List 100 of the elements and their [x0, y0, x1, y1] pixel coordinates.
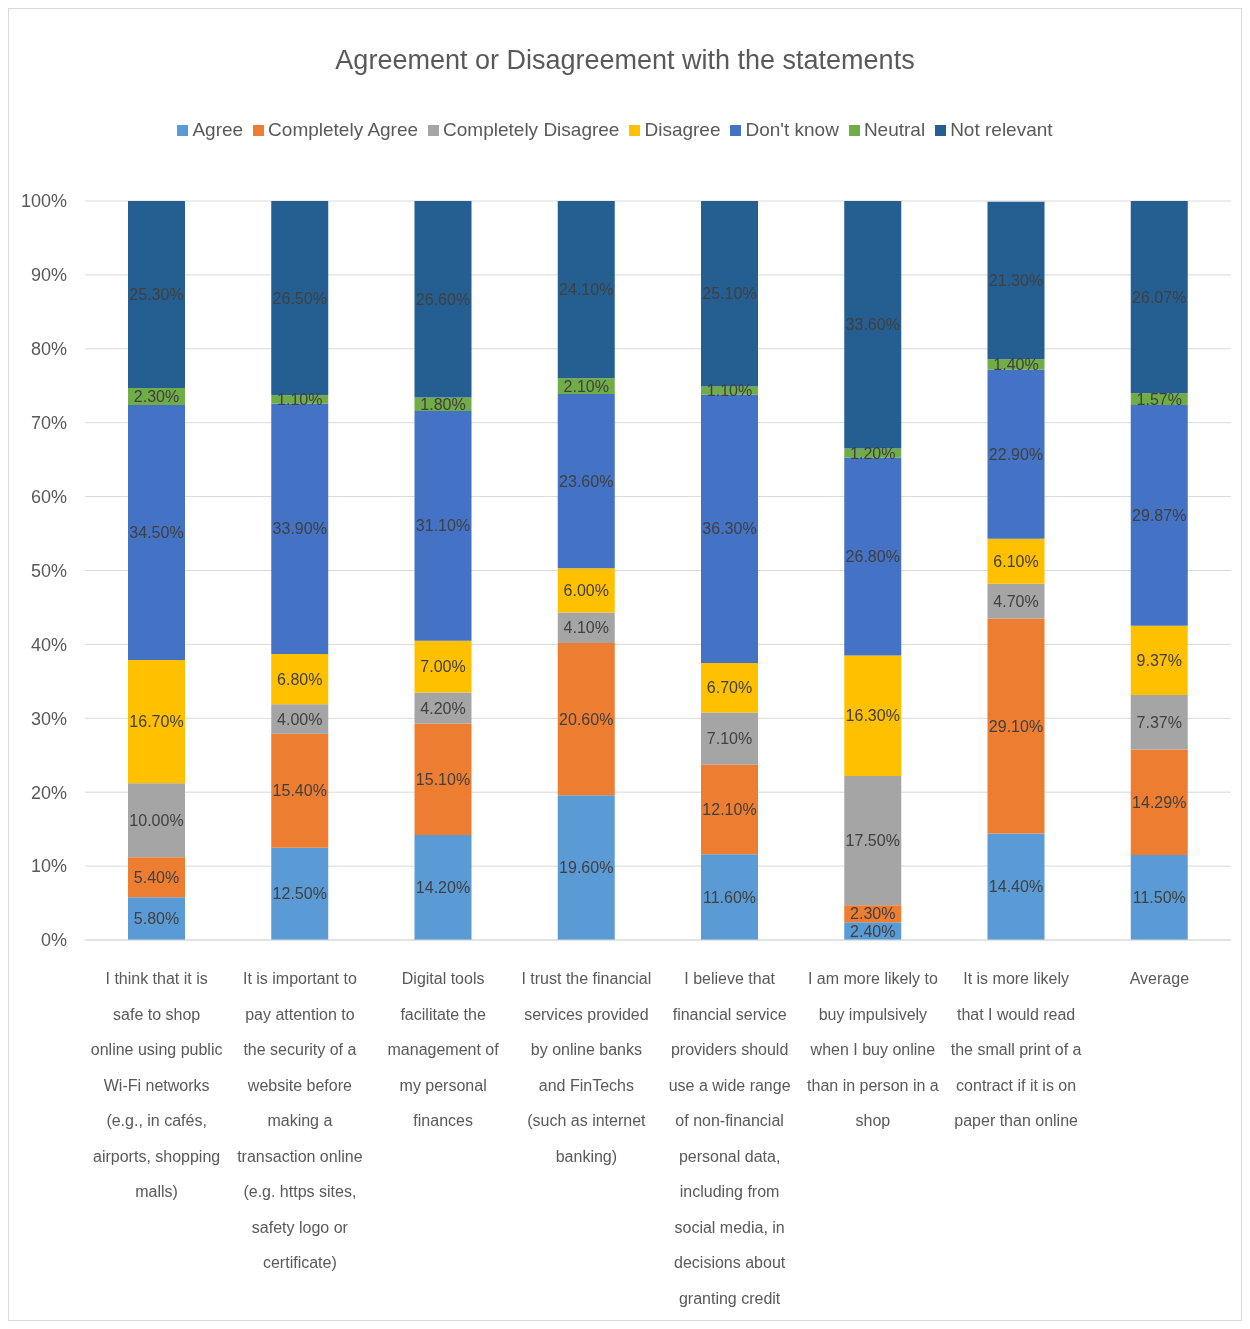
data-label: 7.10% [706, 730, 753, 748]
bar [844, 775, 902, 906]
bar [128, 404, 185, 660]
legend-label: Completely Agree [268, 119, 419, 140]
y-tick-label: 40% [30, 634, 67, 655]
legend-label: Agree [192, 119, 244, 140]
data-label: 25.10% [702, 285, 757, 303]
data-label: 2.30% [850, 905, 896, 923]
x-tick-label: I am more likely to buy impulsively when I buy online than in person in a shop [807, 970, 939, 1129]
y-tick-label: 60% [30, 486, 67, 507]
legend-label: Completely Disagree [443, 119, 620, 140]
bar [1130, 201, 1188, 394]
data-label: 16.70% [129, 713, 184, 731]
data-label: 1.80% [420, 395, 466, 413]
bar [271, 733, 329, 848]
data-label: 5.80% [133, 910, 180, 928]
data-label: 29.10% [988, 717, 1044, 735]
data-label: 17.50% [845, 832, 900, 850]
bar [414, 835, 472, 940]
bar [701, 764, 758, 855]
x-tick-label: I trust the financial services provided by online banks and FinTechs (such as internet banking) [521, 970, 652, 1165]
bar [128, 783, 185, 858]
bar [414, 410, 472, 641]
data-label: 36.30% [702, 520, 757, 538]
data-label: 4.00% [277, 710, 323, 728]
data-label: 1.57% [1136, 390, 1182, 408]
data-label: 11.60% [702, 888, 757, 906]
data-label: 7.00% [420, 658, 466, 676]
bar [414, 723, 472, 836]
bar [1130, 749, 1188, 856]
data-label: 2.30% [133, 388, 180, 406]
data-label: 4.10% [563, 619, 609, 637]
bar [701, 712, 758, 765]
legend-label: Not relevant [950, 119, 1053, 140]
data-label: 12.10% [702, 801, 757, 819]
data-label: 33.90% [272, 520, 327, 538]
bar [557, 201, 615, 379]
data-label: 19.60% [559, 859, 614, 877]
data-label: 15.40% [272, 782, 327, 800]
data-label: 7.37% [1136, 713, 1182, 731]
data-label: 5.40% [133, 868, 180, 886]
bar [987, 201, 1045, 360]
data-label: 2.40% [850, 922, 896, 940]
data-label: 15.10% [415, 770, 471, 788]
bar [1130, 694, 1188, 750]
bar [271, 403, 329, 655]
bar [1130, 404, 1188, 626]
data-label: 4.20% [420, 699, 466, 717]
y-tick-label: 0% [40, 930, 67, 951]
y-tick-label: 50% [30, 560, 67, 581]
chart-title: Agreement or Disagreement with the statements [335, 45, 915, 76]
bar [271, 847, 329, 940]
bar [844, 201, 902, 449]
data-label: 1.40% [993, 356, 1039, 373]
bar [128, 659, 185, 784]
data-label: 12.50% [272, 885, 327, 903]
y-tick-label: 20% [30, 782, 67, 803]
legend-label: Neutral [863, 119, 926, 140]
data-label: 4.70% [993, 592, 1039, 610]
data-label: 9.37% [1136, 652, 1182, 670]
y-tick-label: 90% [30, 265, 67, 286]
data-label: 6.00% [563, 582, 609, 600]
legend-label: Disagree [644, 119, 721, 140]
bar [987, 618, 1045, 834]
y-tick-label: 70% [30, 413, 67, 434]
data-label: 6.10% [993, 552, 1039, 570]
bar [987, 369, 1045, 539]
bar [557, 393, 615, 569]
bar [414, 201, 472, 398]
data-label: 26.60% [415, 290, 471, 308]
data-label: 10.00% [129, 811, 184, 829]
data-label: 14.40% [988, 878, 1044, 896]
legend-label: Don't know [745, 119, 839, 140]
data-label: 33.60% [845, 316, 900, 334]
data-label: 11.50% [1132, 889, 1186, 907]
data-label: 26.80% [845, 548, 900, 566]
bar [844, 457, 902, 656]
data-label: 16.30% [845, 707, 900, 725]
data-label: 20.60% [559, 710, 614, 728]
data-label: 6.80% [277, 670, 323, 688]
category-label: I believe that financial service providers should use a wide range of non-financial personal data, including from social media, in decisions about granting credit [668, 970, 791, 1307]
data-label: 26.07% [1132, 288, 1187, 306]
bar [987, 833, 1045, 940]
x-tick-label: I think that it is safe to shop online using public Wi-Fi networks (e.g., in cafés, airports, shopping malls) [90, 970, 223, 1200]
data-label: 24.10% [559, 281, 614, 299]
data-label: 25.30% [129, 286, 184, 304]
bar [557, 642, 615, 796]
x-tick-label: Average [1129, 970, 1190, 987]
x-tick-label: Digital tools facilitate the management of my personal finances [387, 970, 500, 1129]
bar [701, 854, 758, 940]
bar [844, 655, 902, 776]
bar [557, 795, 615, 940]
x-tick-label: It is more likely that I would read the small print of a contract if it is on paper than online [950, 970, 1082, 1129]
data-label: 26.50% [272, 289, 327, 307]
bar [1130, 625, 1188, 695]
y-tick-label: 80% [30, 339, 67, 360]
data-label: 6.70% [706, 679, 753, 697]
data-label: 14.20% [415, 879, 471, 897]
bar [128, 201, 185, 388]
y-tick-label: 10% [30, 856, 67, 877]
